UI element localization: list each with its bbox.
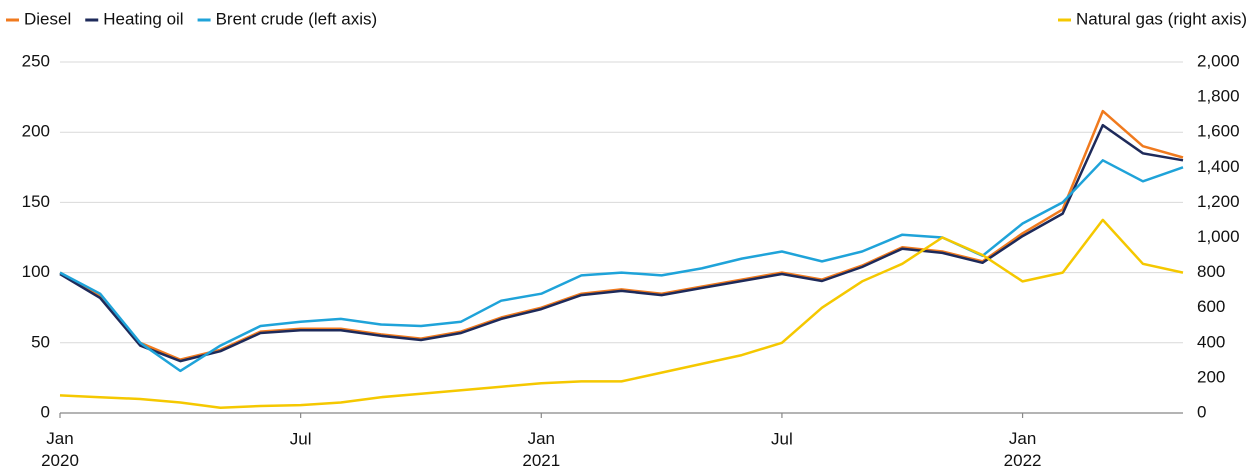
- legend-item: Brent crude (left axis): [197, 9, 378, 28]
- y2-tick-label: 600: [1197, 297, 1225, 316]
- y2-tick-label: 0: [1197, 402, 1206, 421]
- y2-tick-label: 2,000: [1197, 51, 1240, 70]
- y2-tick-label: 1,600: [1197, 122, 1240, 141]
- x-tick-label: Jan 2021: [522, 429, 560, 470]
- y-tick-label: 150: [22, 192, 50, 211]
- series-line: [59, 218, 1184, 409]
- y2-tick-label: 1,400: [1197, 157, 1240, 176]
- y-tick-label: 250: [22, 51, 50, 70]
- legend-label: Brent crude (left axis): [216, 9, 378, 28]
- series-line: [59, 159, 1184, 373]
- legend-label: Diesel: [24, 9, 71, 28]
- legend-item: Natural gas (right axis): [1058, 9, 1247, 28]
- legend-label: Heating oil: [103, 9, 183, 28]
- y-tick-label: 0: [41, 402, 50, 421]
- y2-tick-label: 800: [1197, 262, 1225, 281]
- y2-tick-label: 1,000: [1197, 227, 1240, 246]
- legend-item: Heating oil: [85, 9, 184, 28]
- x-tick-label: Jan 2020: [41, 429, 79, 470]
- series-line: [59, 109, 1184, 361]
- x-tick-label: Jul: [771, 429, 793, 448]
- y2-tick-label: 1,800: [1197, 87, 1240, 106]
- series-line: [59, 123, 1184, 363]
- y-tick-label: 50: [31, 332, 50, 351]
- x-tick-label: Jan 2022: [1004, 429, 1042, 470]
- y2-tick-label: 200: [1197, 367, 1225, 386]
- y2-tick-label: 400: [1197, 332, 1225, 351]
- legend-label: Natural gas (right axis): [1076, 9, 1247, 28]
- x-tick-label: Jul: [290, 429, 312, 448]
- y-tick-label: 200: [22, 122, 50, 141]
- legend-item: Diesel: [6, 9, 71, 28]
- y-tick-label: 100: [22, 262, 50, 281]
- y2-tick-label: 1,200: [1197, 192, 1240, 211]
